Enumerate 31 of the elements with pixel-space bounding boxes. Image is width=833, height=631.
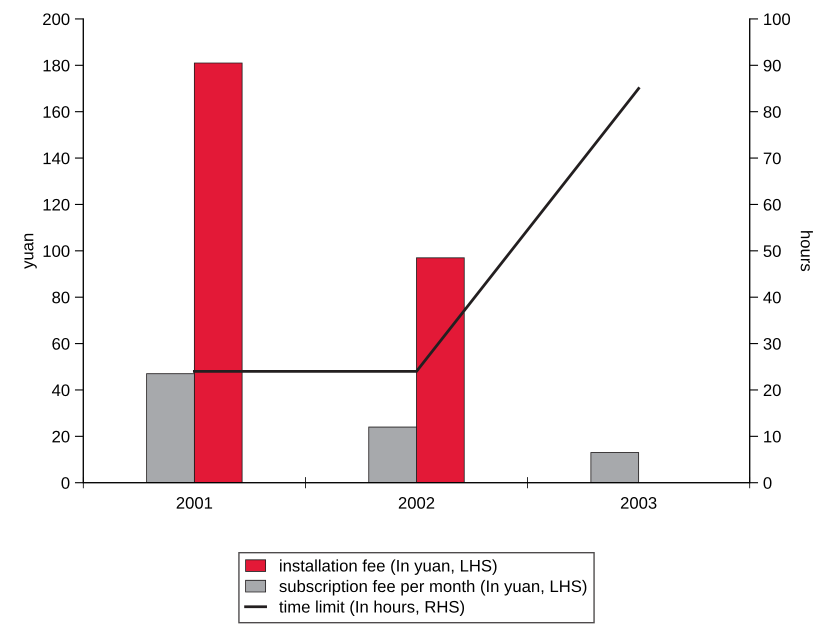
x-tick-label: 2003 [620,497,656,509]
y-tick-label: 100 [44,245,70,258]
y-tick-label: 60 [52,338,70,350]
y2-tick-label: 60 [764,198,781,211]
y-tick-label: 20 [52,430,70,443]
y2-tick-label: 90 [764,60,781,72]
x-tick-label: 2002 [398,497,434,509]
y2-tick-label: 80 [764,106,781,118]
y-tick-label: 180 [44,60,70,72]
legend-label: installation fee (In yuan, LHS) [280,559,497,575]
y-tick-label: 40 [52,384,70,396]
y-tick-label: 140 [44,152,70,164]
y-tick-label: 120 [44,198,70,211]
y-axis-title: yuan [24,234,37,269]
y-tick-label: 160 [44,106,70,118]
bar [590,452,640,483]
y-tick-label: 80 [52,292,70,304]
y-tick-label: 200 [43,13,70,26]
legend-label: time limit (In hours, RHS) [279,600,464,616]
y2-tick-label: 50 [764,245,781,258]
y2-axis-title: hours [800,231,813,272]
y-tick-label: 0 [61,477,70,489]
y2-tick-label: 0 [764,477,772,489]
y2-tick-label: 30 [764,338,781,350]
y2-tick-label: 10 [764,430,781,443]
y2-tick-label: 20 [764,384,781,396]
y2-tick-label: 40 [763,292,781,304]
legend-label: subscription fee per month (In yuan, LHS) [279,580,586,596]
x-tick-label: 2001 [176,497,212,509]
y2-tick-label: 70 [764,152,781,164]
y2-tick-label: 100 [764,13,790,26]
